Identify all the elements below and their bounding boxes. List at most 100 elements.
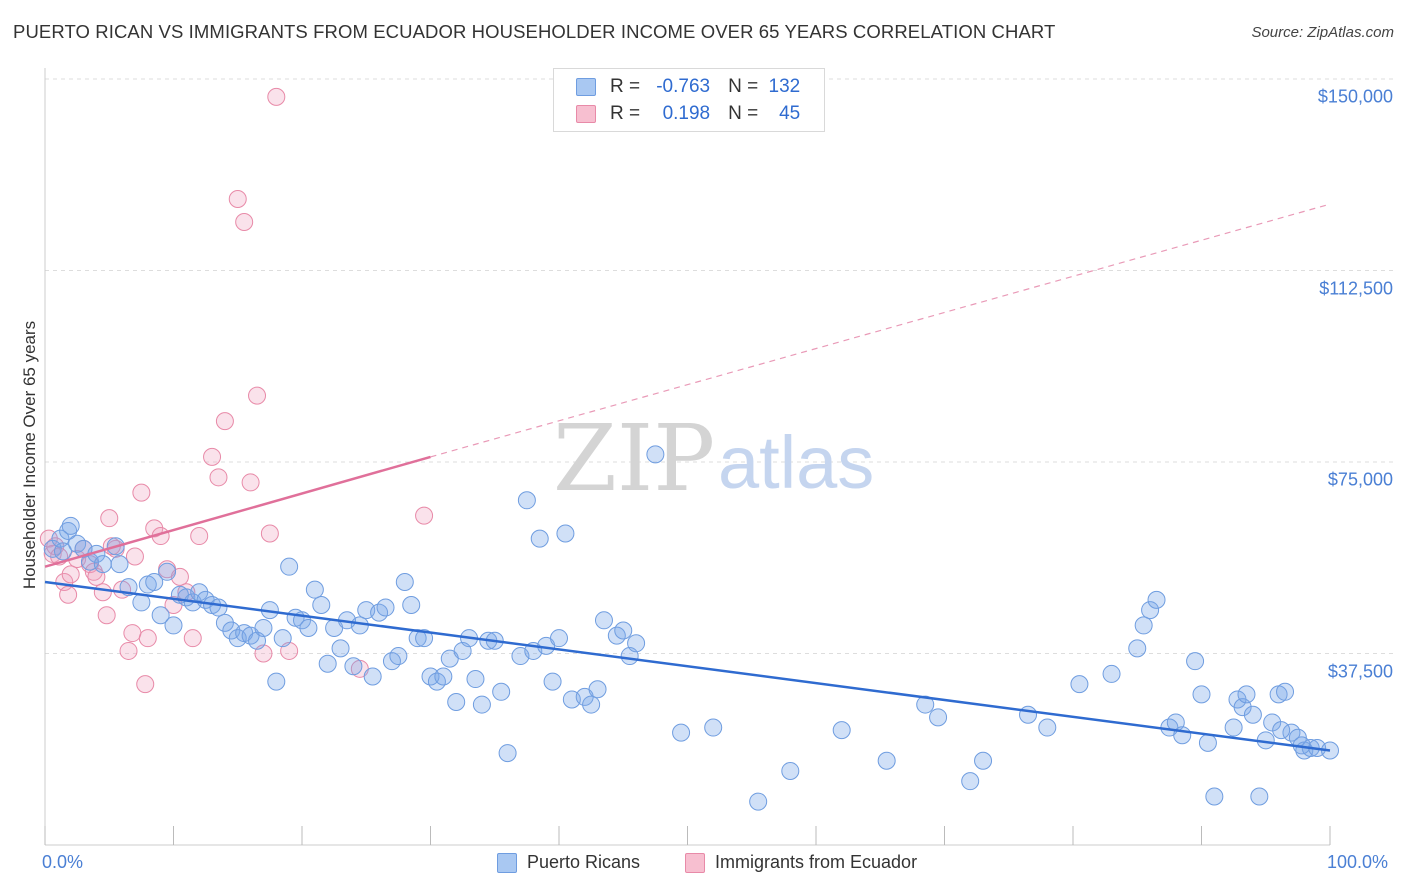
data-point-puerto-ricans (749, 792, 768, 811)
data-point-puerto-ricans (466, 670, 485, 689)
data-point-puerto-ricans (376, 598, 395, 617)
data-point-ecuador (84, 562, 103, 581)
data-point-ecuador (100, 509, 119, 528)
data-point-puerto-ricans (215, 613, 234, 632)
data-point-puerto-ricans (1019, 705, 1038, 724)
data-point-puerto-ricans (530, 529, 549, 548)
data-point-puerto-ricans (267, 672, 286, 691)
data-point-puerto-ricans (273, 629, 292, 648)
data-point-puerto-ricans (781, 761, 800, 780)
data-point-puerto-ricans (1250, 787, 1269, 806)
data-point-ecuador (138, 629, 157, 648)
x-tick-label-min: 0.0% (42, 852, 84, 872)
data-point-ecuador (415, 506, 434, 525)
data-point-puerto-ricans (1243, 705, 1262, 724)
data-point-ecuador (125, 547, 144, 566)
data-point-ecuador (248, 386, 267, 405)
data-point-puerto-ricans (434, 667, 453, 686)
correlation-legend: R = -0.763 N = 132 R = 0.198 N = 45 (553, 68, 825, 132)
data-point-puerto-ricans (344, 657, 363, 676)
data-point-puerto-ricans (158, 562, 177, 581)
data-point-puerto-ricans (550, 629, 568, 648)
legend-r-label: R = (610, 103, 641, 124)
y-tick-label: $75,000 (1327, 469, 1393, 490)
data-point-puerto-ricans (974, 751, 993, 770)
x-axis (44, 68, 1331, 846)
legend-n-value: 132 (768, 76, 801, 97)
data-point-puerto-ricans (1263, 713, 1282, 732)
data-point-puerto-ricans (594, 611, 613, 630)
chart-title: PUERTO RICAN VS IMMIGRANTS FROM ECUADOR … (13, 21, 1056, 42)
data-point-puerto-ricans (209, 598, 228, 617)
data-point-ecuador (267, 87, 286, 106)
data-point-puerto-ricans (1192, 685, 1211, 704)
y-tick-label: $150,000 (1317, 86, 1393, 107)
data-point-ecuador (136, 675, 155, 694)
bottom-legend-ecuador: Immigrants from Ecuador (685, 852, 917, 873)
legend-row-ecuador: R = 0.198 N = 45 (576, 101, 800, 127)
data-point-puerto-ricans (1205, 787, 1224, 806)
grid-lines (45, 78, 1395, 654)
data-point-ecuador (209, 468, 228, 487)
data-point-puerto-ricans (1070, 675, 1089, 694)
trend-line-ecuador (44, 455, 431, 568)
data-point-puerto-ricans (61, 516, 80, 535)
data-point-puerto-ricans (1147, 590, 1166, 609)
data-point-puerto-ricans (395, 573, 414, 592)
legend-swatch-blue (576, 78, 596, 96)
data-point-puerto-ricans (350, 616, 369, 635)
data-point-puerto-ricans (472, 695, 491, 714)
trend-line-puerto-ricans (44, 580, 1331, 752)
data-point-ecuador (183, 629, 202, 648)
data-point-ecuador (203, 447, 222, 466)
data-point-puerto-ricans (447, 693, 466, 712)
data-point-puerto-ricans (646, 445, 665, 464)
data-point-puerto-ricans (961, 772, 980, 791)
data-point-puerto-ricans (1224, 718, 1243, 737)
data-point-ecuador (119, 641, 138, 660)
legend-r-value: -0.763 (656, 76, 711, 97)
data-point-puerto-ricans (43, 539, 62, 558)
data-point-ecuador (61, 565, 80, 584)
data-point-puerto-ricans (1237, 685, 1256, 704)
data-point-puerto-ricans (556, 524, 575, 543)
data-point-puerto-ricans (1102, 664, 1121, 683)
data-point-puerto-ricans (517, 491, 536, 510)
data-point-puerto-ricans (190, 583, 209, 602)
data-point-puerto-ricans (672, 723, 691, 742)
data-point-puerto-ricans (877, 751, 896, 770)
data-point-puerto-ricans (543, 672, 562, 691)
series-puerto-ricans (43, 445, 1339, 811)
data-point-puerto-ricans (1141, 601, 1160, 620)
data-point-puerto-ricans (1276, 682, 1295, 701)
data-point-puerto-ricans (498, 744, 517, 763)
data-point-puerto-ricans (492, 682, 511, 701)
legend-swatch-pink (685, 852, 705, 873)
data-point-puerto-ricans (1186, 652, 1205, 671)
y-tick-label: $112,500 (1319, 278, 1393, 298)
data-point-puerto-ricans (305, 580, 324, 599)
data-point-puerto-ricans (254, 618, 273, 637)
data-point-ecuador (93, 583, 112, 602)
y-tick-label: $37,500 (1327, 661, 1393, 681)
data-point-puerto-ricans (588, 680, 607, 699)
data-point-ecuador (132, 483, 151, 502)
legend-row-puerto-ricans: R = -0.763 N = 132 (576, 74, 800, 100)
data-point-ecuador (235, 212, 254, 231)
watermark: ZIP atlas (553, 405, 874, 512)
data-point-puerto-ricans (614, 621, 633, 640)
data-point-puerto-ricans (1038, 718, 1057, 737)
legend-swatch-blue (497, 852, 517, 873)
data-point-puerto-ricans (312, 595, 331, 614)
data-point-puerto-ricans (929, 708, 948, 727)
watermark-atlas: atlas (718, 421, 874, 504)
data-point-puerto-ricans (582, 695, 601, 714)
data-point-ecuador (59, 585, 78, 604)
data-point-ecuador (228, 190, 247, 209)
legend-label: Immigrants from Ecuador (715, 852, 918, 872)
data-point-puerto-ricans (151, 606, 170, 625)
legend-n-value: 45 (779, 103, 801, 124)
data-point-puerto-ricans (402, 595, 421, 614)
trend-lines (44, 203, 1331, 752)
